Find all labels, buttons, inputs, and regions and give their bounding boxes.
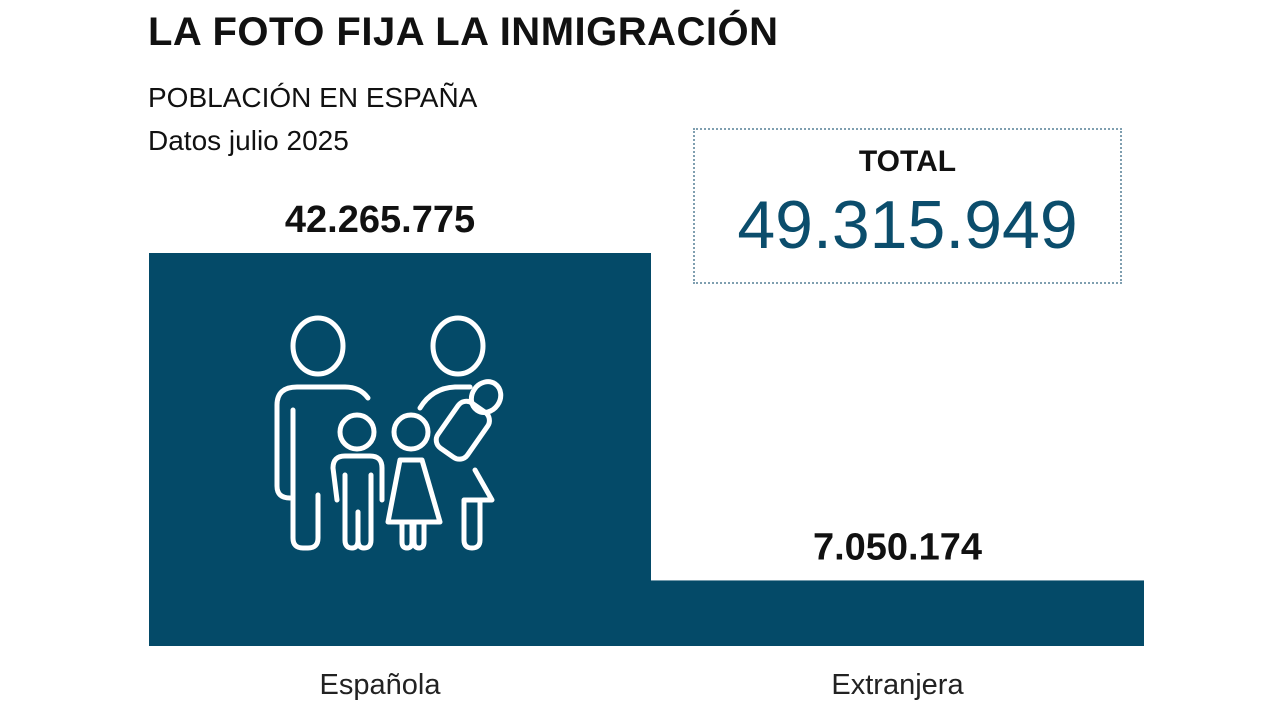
- value-label: 7.050.174: [813, 526, 982, 568]
- total-value: 49.315.949: [737, 187, 1078, 263]
- total-label: TOTAL: [858, 145, 957, 178]
- total-box: TOTAL 49.315.949: [693, 128, 1122, 284]
- subtitle: POBLACIÓN EN ESPAÑA: [148, 82, 478, 113]
- category-label: Española: [320, 669, 442, 701]
- value-label: 42.265.775: [285, 199, 475, 241]
- bar-1: [651, 580, 1144, 646]
- date-note: Datos julio 2025: [148, 125, 349, 156]
- family-icon: [274, 315, 504, 551]
- page-title: LA FOTO FIJA LA INMIGRACIÓN: [148, 10, 779, 54]
- bar-0: [149, 253, 651, 646]
- category-label: Extranjera: [831, 669, 964, 701]
